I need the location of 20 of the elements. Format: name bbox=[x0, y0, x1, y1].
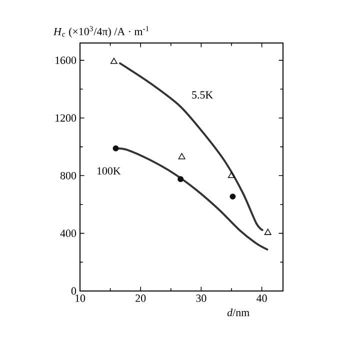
point bbox=[178, 176, 184, 182]
point bbox=[264, 228, 272, 235]
y-tick-label: 800 bbox=[60, 172, 76, 180]
x-tick-label: 10 bbox=[75, 294, 86, 302]
point bbox=[112, 145, 119, 152]
x-tick-label: 40 bbox=[256, 294, 267, 302]
series-label: 100K bbox=[97, 167, 121, 175]
y-axis-title: H$_{c}$ (×10$^{3}$/4π) /A · m$^{-1}$ bbox=[53, 26, 149, 38]
y-tick-label: 1600 bbox=[56, 56, 76, 64]
point bbox=[230, 194, 236, 200]
point bbox=[228, 172, 235, 178]
point bbox=[110, 58, 118, 64]
point bbox=[178, 153, 186, 160]
y-tick-label: 1200 bbox=[56, 114, 76, 122]
x-tick-label: 30 bbox=[196, 294, 206, 302]
series-label: 5.5K bbox=[192, 91, 214, 99]
x-axis-title: d/nm bbox=[227, 308, 250, 316]
y-tick-label: 400 bbox=[60, 230, 76, 238]
x-tick-label: 20 bbox=[136, 294, 146, 302]
y-tick-label: 0 bbox=[71, 287, 76, 295]
